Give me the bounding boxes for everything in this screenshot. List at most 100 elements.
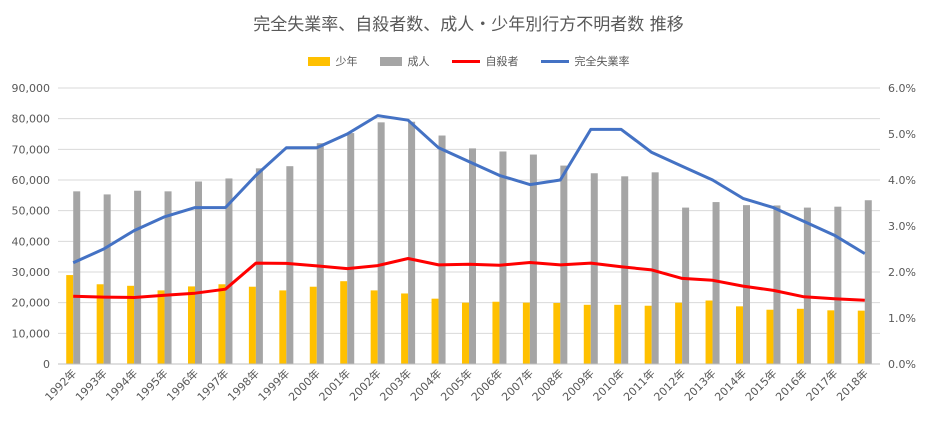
bar-shonen	[370, 290, 378, 364]
x-tick-label: 2007年	[499, 366, 536, 403]
bar-seijin	[621, 176, 629, 364]
legend-swatch-shonen	[307, 56, 330, 66]
bar-shonen	[96, 284, 104, 364]
bar-seijin	[225, 178, 233, 364]
bar-seijin	[408, 121, 416, 364]
y-right-tick-label: 1.0%	[888, 312, 916, 325]
legend-swatch-seijin	[379, 56, 402, 66]
x-tick-label: 2013年	[681, 366, 718, 403]
y-left-tick-label: 40,000	[12, 235, 51, 248]
bar-shonen	[766, 309, 774, 364]
bar-shonen	[857, 310, 865, 364]
bar-seijin	[134, 190, 142, 364]
legend-item-seijin: 成人	[379, 53, 430, 69]
y-left-tick-label: 60,000	[12, 174, 51, 187]
y-left-tick-label: 10,000	[12, 327, 51, 340]
x-tick-label: 2009年	[559, 366, 596, 403]
bar-seijin	[682, 207, 690, 364]
bar-shonen	[644, 305, 652, 364]
bar-shonen	[522, 302, 530, 364]
bar-shonen	[157, 290, 165, 364]
x-tick-label: 2016年	[773, 366, 810, 403]
y-right-tick-label: 4.0%	[888, 174, 916, 187]
legend-label-shitsugyo: 完全失業率	[574, 55, 630, 68]
bar-shonen	[127, 285, 135, 364]
bar-seijin	[651, 172, 659, 364]
bar-seijin	[469, 148, 476, 364]
bar-shonen	[553, 302, 561, 364]
x-tick-label: 2015年	[742, 366, 779, 403]
bar-shonen	[279, 290, 287, 364]
x-tick-label: 1995年	[133, 366, 170, 403]
bar-seijin	[743, 205, 750, 364]
x-tick-label: 2011年	[620, 366, 657, 403]
legend-swatch-jisatsu	[451, 59, 480, 63]
x-tick-label: 1994年	[103, 366, 140, 403]
bar-seijin	[438, 135, 446, 364]
x-tick-label: 2001年	[316, 366, 353, 403]
bar-seijin	[255, 168, 263, 364]
x-tick-label: 1998年	[225, 366, 262, 403]
x-tick-label: 1999年	[255, 366, 292, 403]
x-tick-label: 2018年	[833, 366, 870, 403]
y-left-tick-label: 70,000	[12, 143, 51, 156]
y-left-tick-label: 80,000	[12, 113, 51, 126]
bar-seijin	[712, 202, 720, 364]
bar-seijin	[834, 206, 842, 364]
bar-seijin	[73, 191, 81, 364]
bar-shonen	[614, 304, 622, 364]
bar-shonen	[248, 286, 256, 364]
legend-label-shonen: 少年	[335, 55, 358, 68]
bar-seijin	[164, 191, 172, 364]
bar-shonen	[736, 306, 743, 364]
bar-shonen	[66, 275, 74, 364]
x-tick-label: 2008年	[529, 366, 566, 403]
bar-shonen	[583, 304, 591, 364]
bar-seijin	[499, 151, 507, 364]
x-tick-label: 2000年	[285, 366, 322, 403]
x-tick-label: 1993年	[72, 366, 109, 403]
bar-seijin	[377, 122, 385, 364]
legend: 少年 成人 自殺者 完全失業率	[0, 53, 937, 69]
bar-shonen	[675, 302, 683, 364]
bar-shonen	[492, 301, 500, 364]
y-right-tick-label: 0.0%	[888, 358, 916, 371]
line-jisatsu	[73, 257, 865, 302]
y-right-tick-label: 5.0%	[888, 128, 916, 141]
y-right-tick-label: 3.0%	[888, 220, 916, 233]
y-left-tick-label: 20,000	[12, 297, 51, 310]
legend-item-shitsugyo: 完全失業率	[540, 53, 630, 69]
chart-title: 完全失業率、自殺者数、成人・少年別行方不明者数 推移	[253, 15, 684, 35]
x-tick-label: 2010年	[590, 366, 627, 403]
x-tick-label: 2006年	[468, 366, 505, 403]
bar-shonen	[188, 286, 195, 364]
bar-seijin	[316, 143, 324, 364]
bar-seijin	[590, 173, 598, 364]
y-left-tick-label: 0	[43, 358, 50, 371]
bar-seijin	[864, 200, 872, 364]
bar-seijin	[529, 154, 537, 364]
bar-shonen	[340, 281, 348, 364]
y-right-tick-label: 6.0%	[888, 82, 916, 95]
bar-seijin	[195, 181, 202, 364]
x-tick-label: 2005年	[438, 366, 475, 403]
bar-shonen	[796, 308, 804, 364]
bar-shonen	[309, 286, 317, 364]
bar-shonen	[431, 298, 439, 364]
legend-item-jisatsu: 自殺者	[451, 53, 519, 69]
x-tick-label: 2002年	[346, 366, 383, 403]
x-tick-label: 2003年	[377, 366, 414, 403]
x-tick-label: 2004年	[407, 366, 444, 403]
line-shitsugyo	[72, 114, 866, 265]
x-tick-label: 2012年	[651, 366, 688, 403]
legend-swatch-shitsugyo	[540, 59, 569, 63]
legend-label-jisatsu: 自殺者	[485, 55, 519, 68]
x-tick-label: 2017年	[803, 366, 840, 403]
x-tick-label: 1997年	[194, 366, 231, 403]
bar-seijin	[773, 205, 781, 364]
y-left-tick-label: 90,000	[12, 82, 51, 95]
y-left-tick-label: 30,000	[12, 266, 51, 279]
bar-shonen	[705, 300, 713, 364]
bar-shonen	[401, 293, 409, 364]
